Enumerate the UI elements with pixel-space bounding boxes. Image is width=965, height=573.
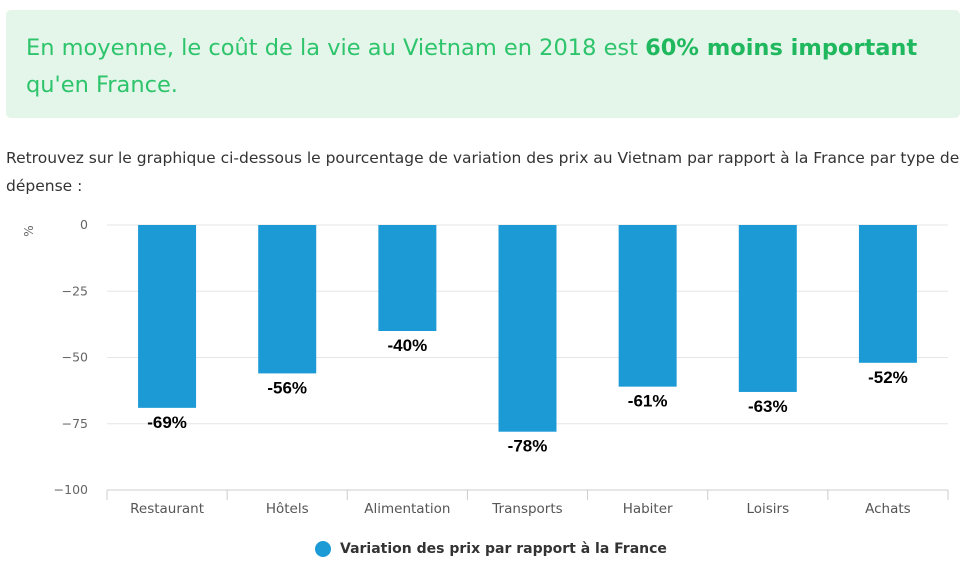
bar-achats	[858, 225, 917, 363]
y-tick-label: 0	[80, 217, 88, 232]
bar-alimentation	[378, 225, 437, 331]
y-tick-label: −75	[62, 416, 88, 431]
legend-marker	[315, 541, 331, 557]
intro-text: Retrouvez sur le graphique ci-dessous le…	[6, 149, 960, 195]
summary-callout: En moyenne, le coût de la vie au Vietnam…	[6, 10, 960, 118]
bar-hôtels	[258, 225, 317, 374]
data-label: -52%	[868, 368, 908, 387]
data-label: -78%	[508, 437, 548, 456]
y-axis-unit: %	[22, 225, 36, 236]
y-tick-label: −50	[62, 350, 88, 365]
data-label: -69%	[147, 413, 187, 432]
data-label: -56%	[267, 378, 307, 397]
bar-loisirs	[738, 225, 797, 392]
y-tick-label: −100	[54, 482, 88, 497]
chart-legend[interactable]: Variation des prix par rapport à la Fran…	[315, 538, 667, 560]
callout-text: En moyenne, le coût de la vie au Vietnam…	[26, 35, 646, 61]
y-tick-label: −25	[62, 283, 88, 298]
x-category-label: Achats	[865, 501, 911, 517]
callout-highlight: 60% moins important	[645, 35, 918, 61]
x-category-label: Hôtels	[266, 501, 309, 517]
data-label: -61%	[628, 392, 668, 411]
x-category-label: Alimentation	[364, 501, 450, 517]
x-category-label: Transports	[491, 501, 562, 517]
bar-transports	[498, 225, 557, 432]
data-label: -63%	[748, 397, 788, 416]
bar-chart: 0 −25 −50 −75 −100% -69% Restaurant -56% Hôtels -…	[22, 217, 949, 517]
bar-restaurant	[138, 225, 197, 408]
x-category-label: Habiter	[623, 501, 673, 517]
data-label: -40%	[388, 336, 428, 355]
callout-text-end: qu'en France.	[26, 72, 178, 98]
x-category-label: Restaurant	[130, 501, 204, 517]
legend-label: Variation des prix par rapport à la Fran…	[340, 541, 667, 557]
x-category-label: Loisirs	[746, 501, 789, 517]
bar-habiter	[618, 225, 677, 387]
